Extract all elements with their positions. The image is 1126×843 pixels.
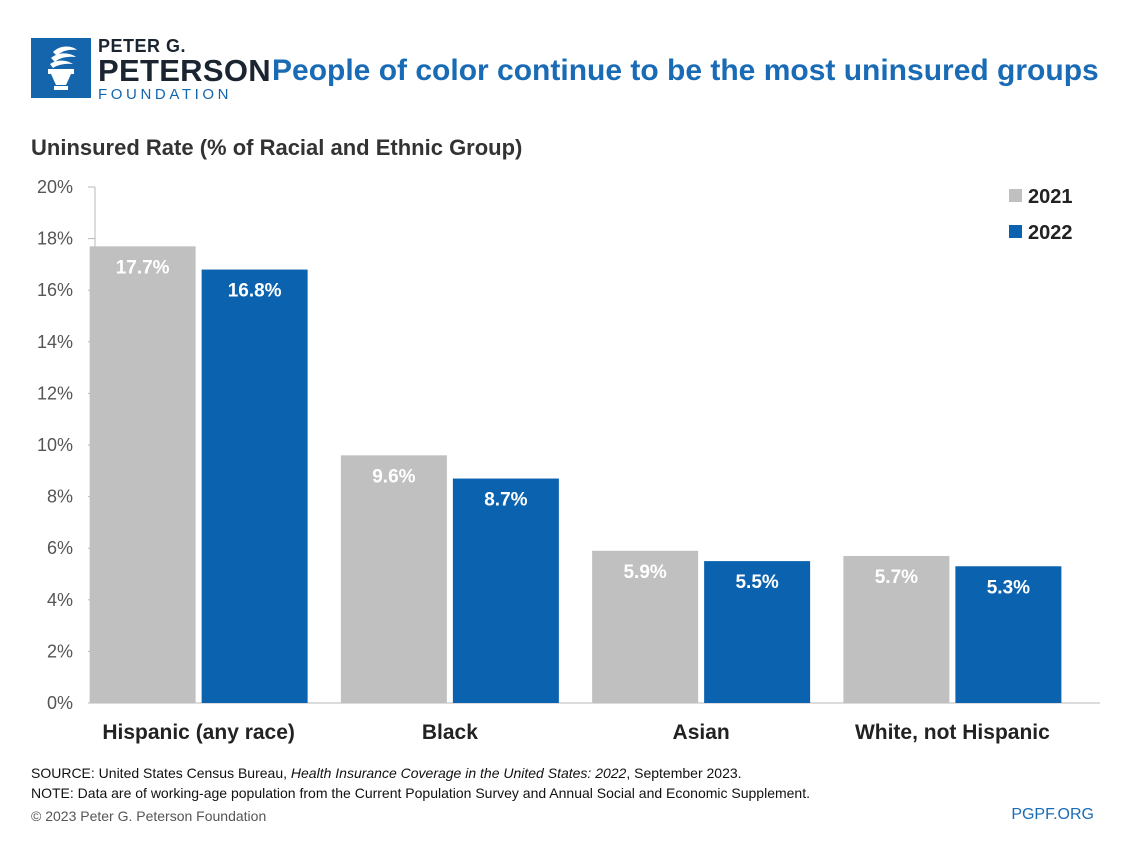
bar-value-label: 5.9% [623,562,666,583]
bar-value-label: 5.3% [987,577,1030,598]
source-suffix: , September 2023. [626,765,742,781]
legend-swatch-2021 [1009,189,1022,202]
x-category-label: Black [422,721,478,744]
bar-2022-1 [452,478,559,703]
bar-2021-0 [89,246,196,703]
data-note: NOTE: Data are of working-age population… [31,785,810,801]
bar-2021-1 [340,455,447,703]
chart-headline: People of color continue to be the most … [272,54,1099,87]
x-category-label: Hispanic (any race) [102,721,295,744]
copyright: © 2023 Peter G. Peterson Foundation [31,808,267,824]
legend-label-2022: 2022 [1028,222,1073,244]
bar-value-label: 5.5% [735,572,778,593]
logo-line-2: PETERSON [98,53,271,88]
y-tick-label: 16% [37,280,73,300]
bar-value-label: 17.7% [116,257,170,278]
y-tick-label: 0% [47,693,73,713]
legend-swatch-2022 [1009,225,1022,238]
y-tick-label: 10% [37,435,73,455]
source-title: Health Insurance Coverage in the United … [290,765,627,781]
y-tick-label: 20% [37,177,73,197]
site-link[interactable]: PGPF.ORG [1011,806,1094,823]
logo-wordmark: PETER G. PETERSON FOUNDATION [98,36,271,104]
bar-value-label: 8.7% [484,490,527,511]
bar-2021-2 [592,550,699,703]
source-prefix: SOURCE: United States Census Bureau, [31,765,291,781]
x-category-label: White, not Hispanic [855,721,1050,744]
bar-2021-3 [843,555,950,703]
y-tick-label: 8% [47,487,73,507]
bar-2022-2 [704,561,811,703]
y-axis-title: Uninsured Rate (% of Racial and Ethnic G… [31,135,523,160]
y-tick-label: 4% [47,590,73,610]
y-tick-label: 14% [37,332,73,352]
y-tick-label: 2% [47,641,73,661]
bar-layer: 17.7% 16.8% 9.6% 8.7% 5.9% 5.5% 5.7% 5.3% [89,246,1062,703]
y-tick-label: 18% [37,229,73,249]
torch-icon [48,46,77,90]
legend-label-2021: 2021 [1028,186,1073,208]
y-tick-label: 12% [37,383,73,403]
bar-chart: 0% 2% 4% 6% 8% 10% 12% 14% 16% 18% 20% 17.7% 16.8% 9… [37,177,1100,744]
logo-mark [31,38,91,98]
bar-value-label: 16.8% [228,281,282,302]
x-category-label: Asian [673,721,730,744]
bar-2022-0 [201,269,308,703]
bar-value-label: 9.6% [372,466,415,487]
legend: 2021 2022 [1009,186,1073,244]
category-labels: Hispanic (any race) Black Asian White, not … [102,721,1050,744]
logo-line-1: PETER G. [98,36,187,56]
y-tick-label: 6% [47,538,73,558]
logo-line-3: FOUNDATION [98,86,233,103]
source-note: SOURCE: United States Census Bureau, Hea… [31,765,742,781]
bar-value-label: 5.7% [875,567,918,588]
bar-2022-3 [955,566,1062,703]
